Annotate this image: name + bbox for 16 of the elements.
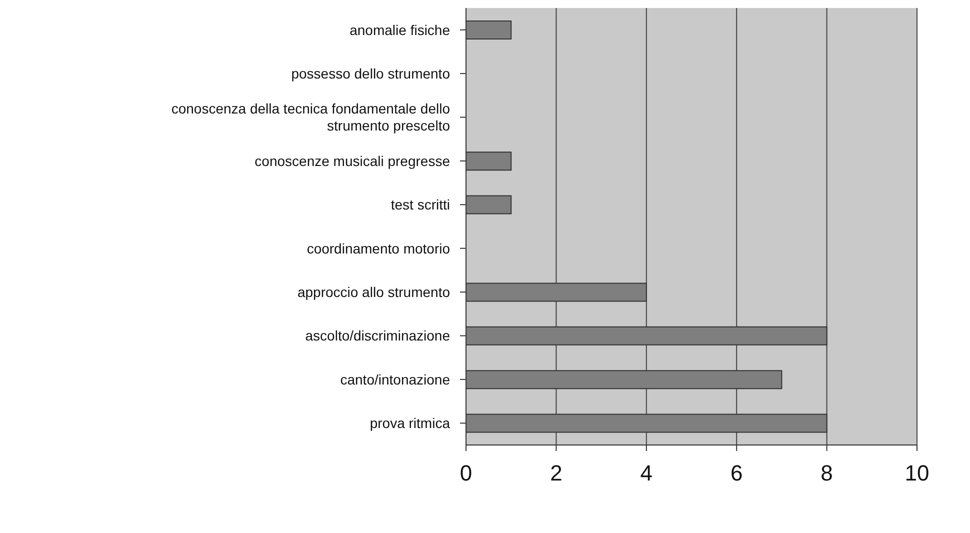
y-tick-label: coordinamento motorio — [306, 240, 450, 256]
x-tick-label: 2 — [550, 460, 562, 486]
y-tick-label: ascolto/discriminazione — [305, 328, 450, 344]
x-tick-label: 6 — [730, 460, 743, 486]
x-tick-label: 10 — [904, 460, 930, 486]
y-tick-label: anomalie fisiche — [350, 22, 450, 38]
y-tick-label: approccio allo strumento — [297, 284, 450, 300]
x-tick-label: 8 — [820, 460, 833, 486]
y-tick-label: possesso dello strumento — [291, 65, 450, 82]
y-tick-label: prova ritmica — [370, 415, 450, 432]
x-tick-label: 0 — [460, 460, 472, 486]
y-tick-label: test scritti — [390, 196, 450, 213]
x-tick-label: 4 — [640, 460, 653, 486]
y-tick-label: canto/intonazione — [340, 371, 450, 388]
y-tick-label: conoscenze musicali pregresse — [254, 152, 450, 169]
y-tick-label: conoscenza della tecnica fondamentale dello strumento prescelto — [171, 100, 450, 134]
